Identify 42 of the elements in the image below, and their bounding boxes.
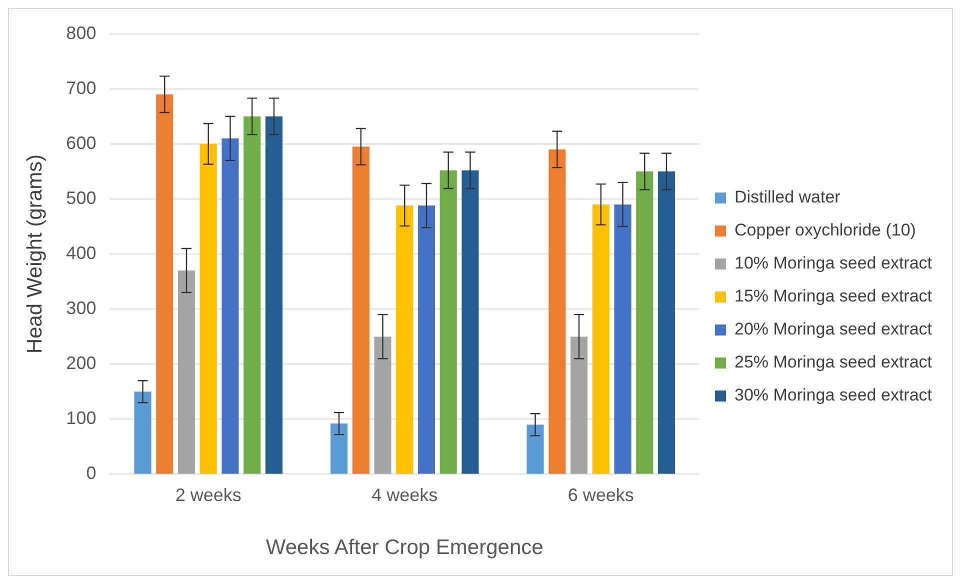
x-tick-label: 2 weeks: [175, 484, 242, 505]
bar: [265, 116, 282, 474]
y-tick-label: 400: [66, 242, 96, 263]
bar: [462, 170, 479, 474]
y-tick-label: 800: [66, 22, 96, 43]
y-tick-label: 600: [66, 132, 96, 153]
bar: [178, 270, 196, 474]
bar: [352, 146, 370, 474]
bar: [244, 116, 261, 474]
y-tick-label: 500: [66, 188, 96, 208]
bar: [418, 206, 436, 474]
bar: [330, 424, 348, 474]
y-tick-label: 0: [86, 463, 96, 484]
legend-label: 15% Moringa seed extract: [734, 286, 932, 306]
bar: [526, 424, 544, 474]
bar: [396, 206, 414, 474]
bar: [548, 149, 566, 474]
bar: [200, 144, 217, 474]
legend-label: 20% Moringa seed extract: [734, 320, 932, 339]
bar: [156, 94, 174, 474]
bar: [222, 138, 239, 474]
bar: [374, 336, 392, 474]
bar: [592, 204, 610, 474]
x-tick-label: 6 weeks: [568, 484, 634, 505]
legend-label: 25% Moringa seed extract: [734, 352, 932, 372]
bar: [570, 336, 588, 474]
legend-label: Distilled water: [734, 188, 841, 207]
bar: [614, 204, 632, 474]
y-axis-title: Head Weight (grams): [23, 154, 46, 354]
y-tick-label: 200: [66, 353, 96, 374]
legend-label: Copper oxychloride (10): [734, 220, 916, 240]
bar: [658, 171, 676, 474]
bar: [134, 392, 152, 474]
x-axis-title: Weeks After Crop Emergence: [266, 536, 544, 560]
x-tick-label: 4 weeks: [372, 484, 438, 505]
bar: [636, 171, 654, 474]
y-tick-label: 300: [66, 298, 96, 318]
legend-label: 30% Moringa seed extract: [734, 386, 932, 405]
bar: [440, 170, 457, 474]
legend-label: 10% Moringa seed extract: [734, 254, 932, 273]
y-tick-label: 100: [66, 408, 96, 428]
y-tick-label: 700: [66, 78, 96, 98]
